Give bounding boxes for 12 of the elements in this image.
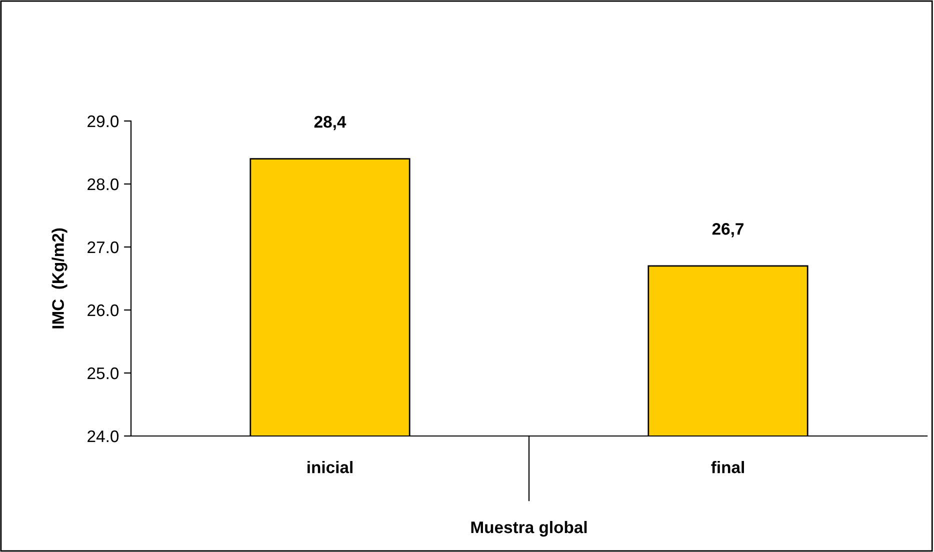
- x-tick-label: inicial: [308, 461, 352, 474]
- data-label: 26,7: [712, 223, 744, 238]
- x-tick-label: final: [711, 461, 744, 474]
- y-tick-label: 29.0: [88, 115, 119, 128]
- x-axis-title: Muestra global: [471, 520, 587, 537]
- y-tick-label: 24.0: [88, 430, 119, 442]
- y-tick-label: 28.0: [88, 178, 119, 190]
- y-tick-label: 27.0: [88, 241, 119, 254]
- y-tick-label: 25.0: [88, 367, 119, 380]
- y-tick-label: 26.0: [88, 304, 119, 316]
- y-axis-title: IMC (Kg/m2): [52, 228, 68, 328]
- data-label: 28,4: [314, 116, 346, 130]
